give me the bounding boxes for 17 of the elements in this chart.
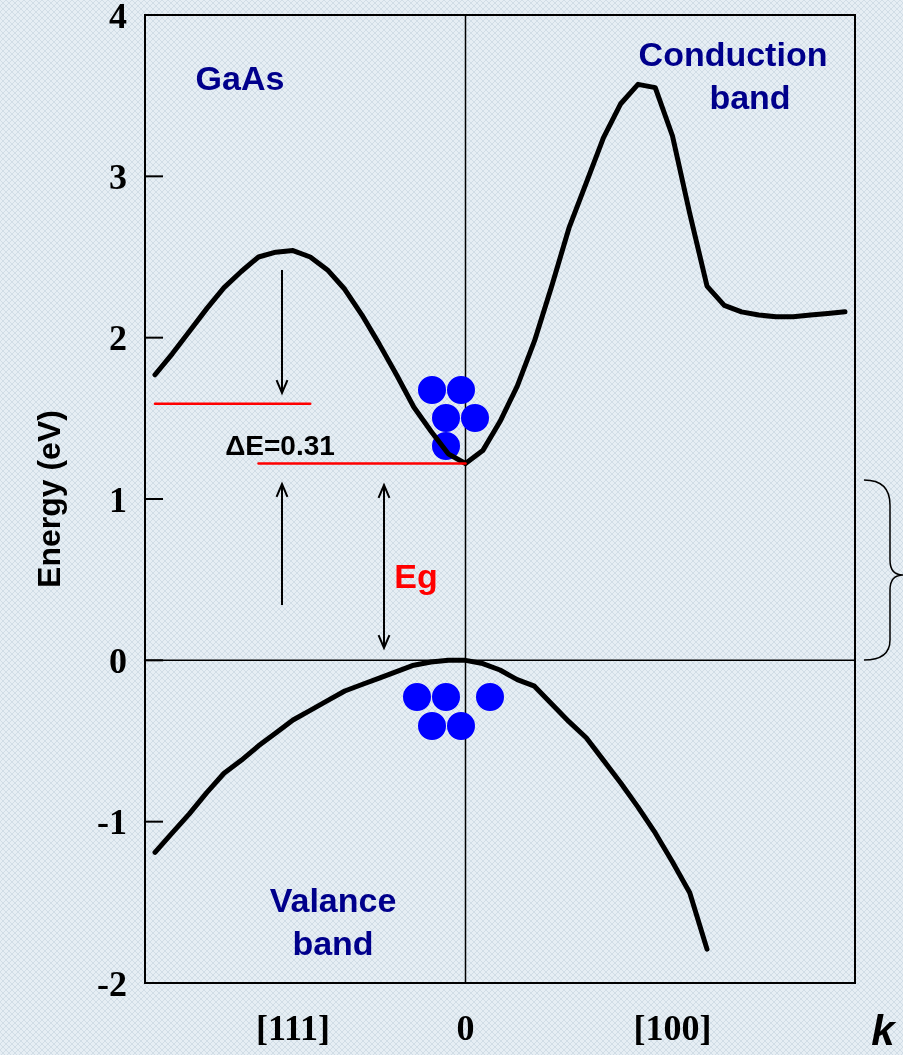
- annotation: Conduction band: [638, 35, 828, 116]
- y-tick-label: 3: [109, 156, 127, 197]
- y-tick-label: 1: [109, 479, 127, 520]
- annotation: ΔE=0.31: [225, 430, 335, 461]
- annotation: Eg: [394, 557, 438, 595]
- y-tick-label: 4: [109, 0, 127, 36]
- y-tick-label: 0: [109, 640, 127, 681]
- y-axis-title: Energy (eV): [31, 410, 67, 588]
- y-tick-label: 2: [109, 318, 127, 359]
- x-tick-label: [111]: [256, 1008, 331, 1048]
- annotation: Valance band: [269, 881, 397, 962]
- y-tick-label: -2: [97, 963, 127, 1004]
- x-axis-title: k: [871, 1007, 898, 1054]
- x-tick-label: 0: [456, 1008, 475, 1048]
- annotation: GaAs: [195, 59, 285, 97]
- x-tick-label: [100]: [633, 1008, 712, 1048]
- y-tick-label: -1: [97, 802, 127, 843]
